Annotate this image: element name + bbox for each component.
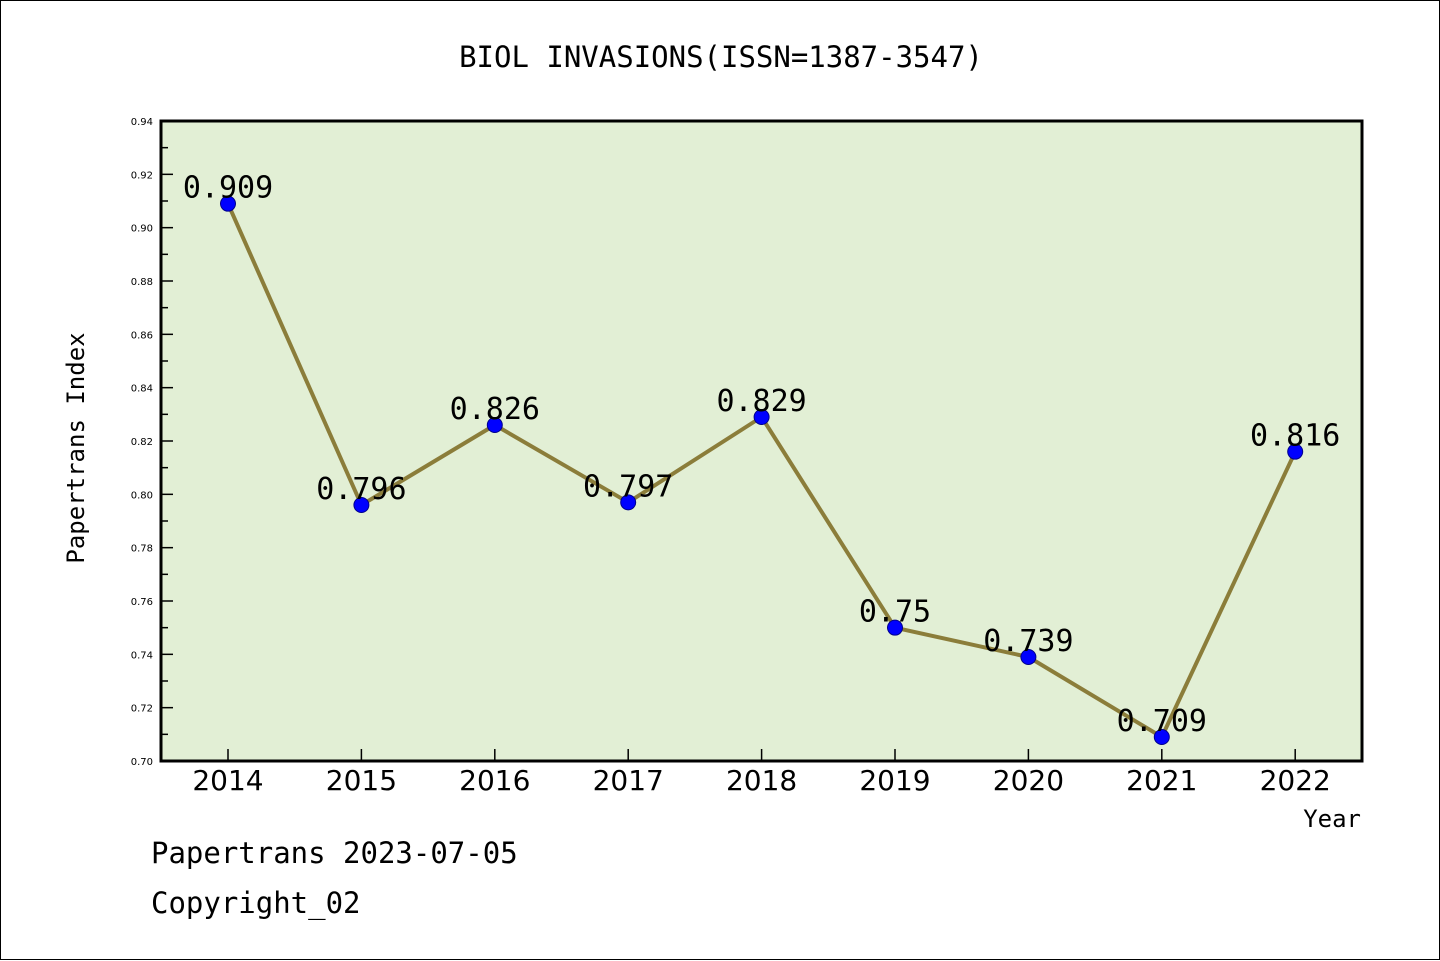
data-point (353, 497, 370, 513)
y-tick-label: 0.94 (131, 117, 153, 128)
data-point (1287, 443, 1304, 460)
x-axis-title: Year (1303, 805, 1361, 833)
data-point (486, 417, 503, 433)
data-labels: 0.909 0.796 0.826 0.797 0.829 0.75 0.739 0.709 0… (183, 171, 1341, 739)
y-tick-label: 0.92 (131, 170, 153, 181)
data-label: 0.739 (983, 624, 1073, 659)
data-label: 0.909 (183, 171, 273, 206)
data-point (887, 619, 903, 636)
data-point (220, 195, 236, 212)
plot-border (159, 119, 1364, 763)
y-tick-label: 0.88 (131, 277, 153, 288)
y-axis-title: Papertrans Index (62, 332, 90, 563)
data-label: 0.826 (450, 392, 540, 427)
y-tick-label: 0.82 (131, 437, 153, 448)
data-point (1020, 649, 1037, 665)
data-point (753, 409, 770, 425)
data-label: 0.829 (716, 384, 806, 419)
data-label: 0.75 (859, 595, 931, 630)
data-label: 0.797 (583, 469, 673, 504)
chart-title: BIOL INVASIONS(ISSN=1387-3547) (459, 40, 983, 74)
x-tick-label: 2018 (726, 764, 797, 797)
plot-area (161, 121, 1362, 761)
data-point (1153, 729, 1170, 745)
y-tick-label: 0.74 (131, 650, 153, 661)
y-tick-label: 0.80 (131, 490, 153, 501)
x-tick-label: 2016 (459, 764, 530, 797)
x-tick-label: 2022 (1260, 764, 1331, 797)
y-tick-label: 0.84 (131, 384, 153, 395)
data-label: 0.709 (1117, 704, 1207, 739)
data-label: 0.816 (1250, 419, 1340, 454)
footer-date: Papertrans 2023-07-05 (151, 836, 518, 870)
y-tick-label: 0.86 (131, 330, 153, 341)
y-tick-label: 0.78 (131, 544, 153, 555)
x-tick-label: 2015 (326, 764, 397, 797)
x-tick-label: 2014 (192, 764, 263, 797)
y-tick-label: 0.76 (131, 597, 153, 608)
data-point (620, 494, 637, 511)
data-points (220, 195, 1304, 745)
y-tick-label: 0.70 (131, 757, 153, 768)
y-axis-tick-labels: 0.70 0.72 0.74 0.76 0.78 0.80 0.82 0.84 0.86 0.88… (131, 117, 153, 768)
x-axis-tick-labels: 2014 2015 2016 2017 2018 2019 2020 2021 2022 (192, 764, 1330, 797)
x-tick-label: 2021 (1126, 764, 1197, 797)
footer-copyright: Copyright_02 (151, 886, 361, 920)
x-tick-label: 2017 (593, 764, 664, 797)
x-tick-label: 2019 (859, 764, 930, 797)
x-tick-label: 2020 (993, 764, 1064, 797)
y-tick-label: 0.72 (131, 704, 153, 715)
y-tick-label: 0.90 (131, 224, 153, 235)
data-label: 0.796 (316, 472, 406, 507)
